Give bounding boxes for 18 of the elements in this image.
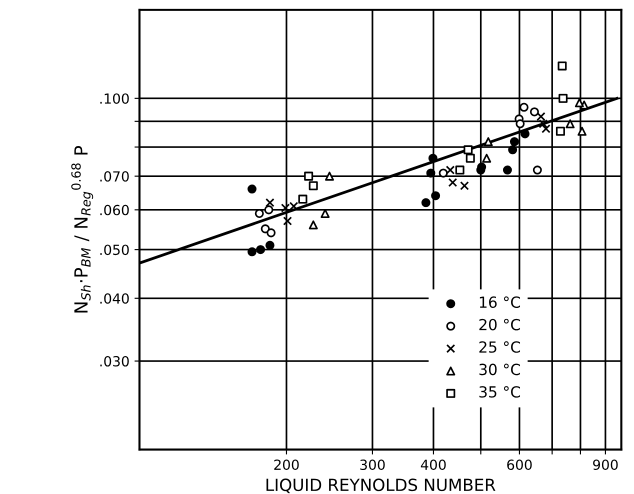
legend-label: 35 °C <box>479 386 520 398</box>
y-tick-label: .070 <box>100 171 129 182</box>
x-tick-label: 400 <box>420 460 446 470</box>
legend-label: 25 °C <box>479 341 520 353</box>
y-tick-label: .060 <box>100 204 129 216</box>
x-tick-label: 200 <box>274 460 299 470</box>
x-tick-label: 300 <box>360 460 385 470</box>
x-tick-label: 900 <box>593 460 618 470</box>
x-axis-title: LIQUID REYNOLDS NUMBER <box>266 478 496 494</box>
legend-label: 16 °C <box>480 296 520 308</box>
y-tick-label: .100 <box>100 93 129 104</box>
x-tick-label: 600 <box>507 460 532 470</box>
y-tick-label: .040 <box>100 293 129 304</box>
y-tick-label: .050 <box>100 244 129 256</box>
y-axis-title: N$_{Sh}$·P$_{BM}$ / N$_{Reg}$$^{0.68}$ P <box>71 146 94 312</box>
legend-label: 20 °C <box>479 318 520 330</box>
legend-label: 30 °C <box>479 364 520 376</box>
y-tick-label: .030 <box>100 356 129 367</box>
